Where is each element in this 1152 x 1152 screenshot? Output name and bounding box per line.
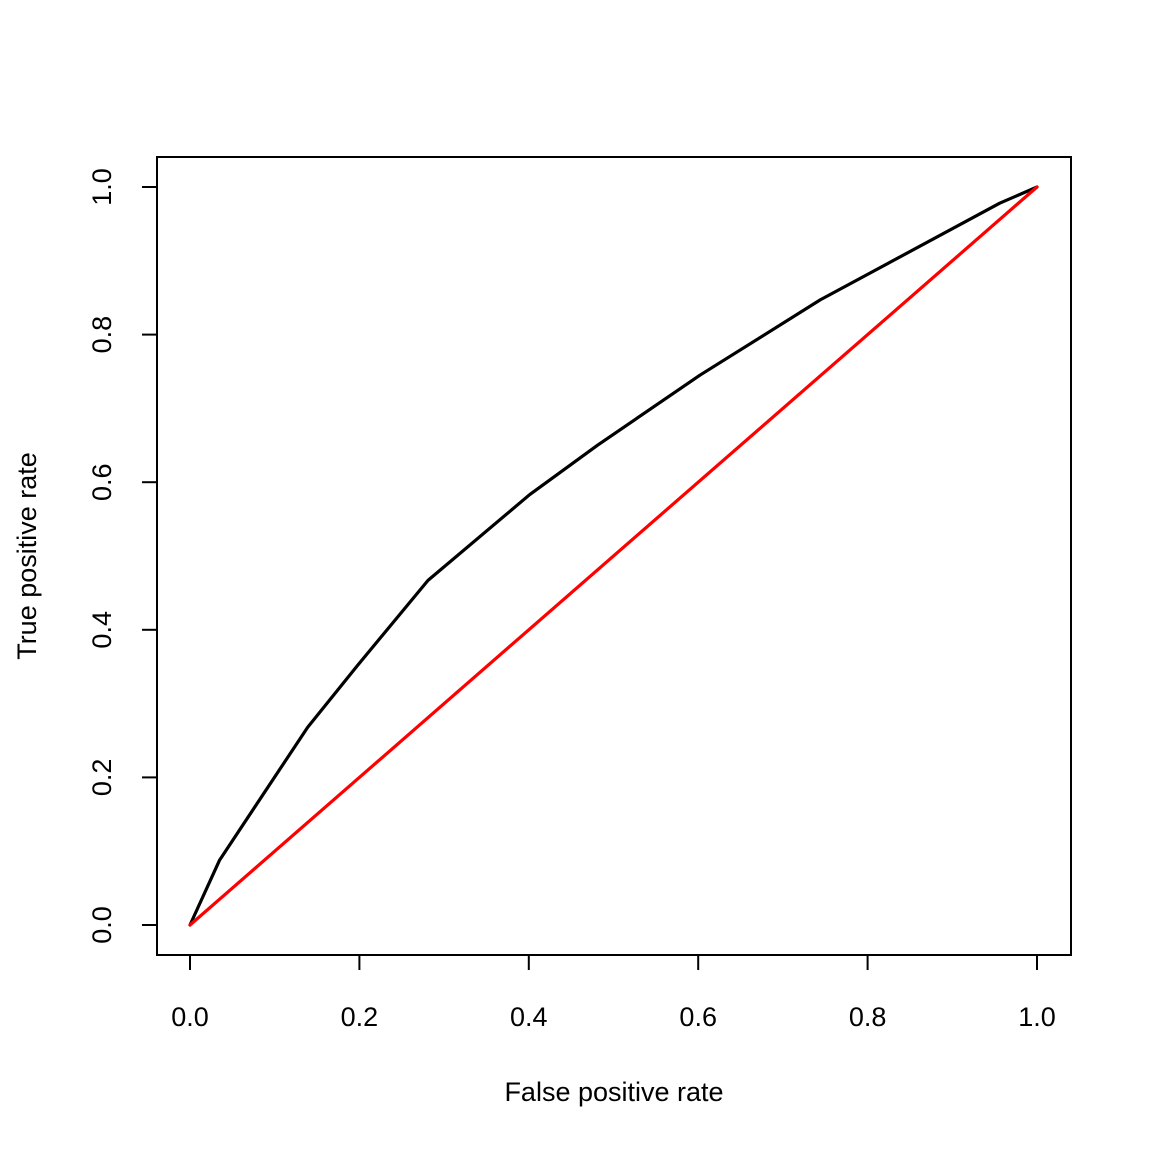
y-tick-label: 0.6 [87,463,117,501]
y-tick-label: 0.8 [87,316,117,354]
roc-curve-line [188,185,1039,927]
y-tick-label: 0.4 [87,611,117,649]
x-tick-label: 0.4 [510,1002,548,1032]
y-axis: 0.0 0.2 0.4 0.6 0.8 1.0 [87,168,158,944]
x-tick-label: 0.2 [341,1002,379,1032]
x-tick-label: 0.8 [849,1002,887,1032]
x-tick-label: 0.0 [171,1002,209,1032]
y-axis-title: True positive rate [12,452,42,660]
y-tick-label: 0.2 [87,759,117,797]
x-tick-label: 0.6 [679,1002,717,1032]
diagonal-reference-line [188,185,1039,927]
y-tick-label: 0.0 [87,906,117,944]
x-tick-label: 1.0 [1018,1002,1056,1032]
x-axis: 0.0 0.2 0.4 0.6 0.8 1.0 [171,954,1056,1032]
y-tick-label: 1.0 [87,168,117,206]
series-layer [188,185,1039,927]
x-axis-title: False positive rate [504,1077,723,1107]
